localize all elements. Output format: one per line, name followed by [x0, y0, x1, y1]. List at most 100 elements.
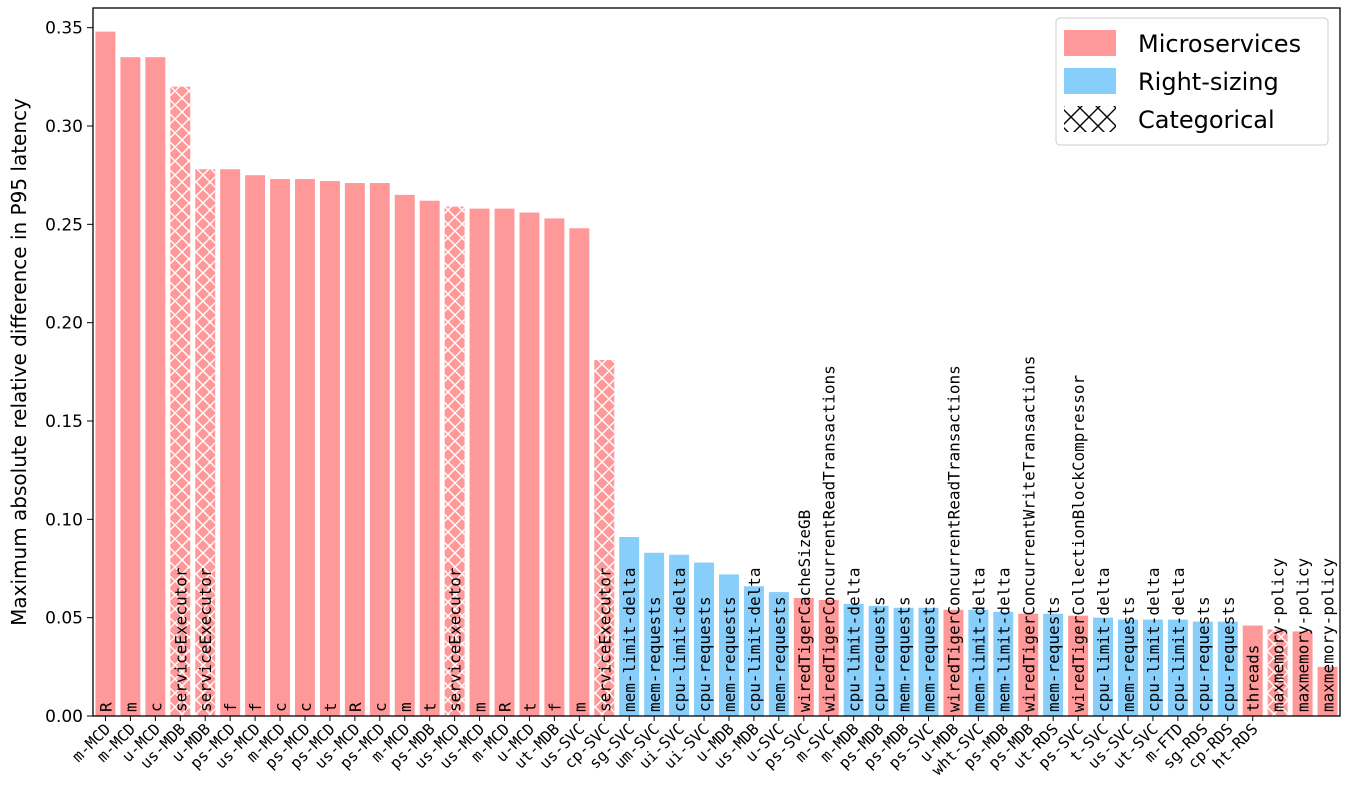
bar-hatch: [195, 169, 216, 716]
bar: [145, 57, 166, 717]
bar-label: mem-limit-delta: [994, 567, 1013, 712]
legend: Microservices Right-sizing Categorical: [1055, 17, 1329, 146]
bar-label: c: [146, 702, 165, 712]
legend-swatch-categorical: [1064, 106, 1116, 132]
bar: [95, 31, 116, 717]
bar: [993, 611, 1014, 716]
bar-hatch: [170, 86, 191, 717]
bar: [943, 609, 964, 716]
bar: [344, 183, 365, 716]
bar: [793, 598, 814, 716]
bar-label: wiredTigerConcurrentReadTransactions: [820, 365, 839, 712]
legend-label: Categorical: [1138, 106, 1275, 134]
bars-group: [95, 31, 1338, 717]
bar: [1043, 613, 1064, 716]
y-tick-label: 0.30: [45, 117, 83, 137]
bar: [369, 183, 390, 716]
bar-label: c: [371, 702, 390, 712]
y-tick-label: 0.00: [45, 707, 83, 727]
bar: [868, 605, 889, 716]
bar-label: f: [246, 702, 265, 712]
bar: [295, 179, 315, 717]
bar-label: c: [296, 702, 315, 712]
bar-label: wiredTigerConcurrentWriteTransactions: [1019, 356, 1038, 712]
bar-label: mem-limit-delta: [620, 568, 639, 713]
bar: [270, 179, 291, 717]
bar-hatch: [1267, 629, 1288, 716]
bar-label: cpu-requests: [695, 596, 714, 712]
bar-label: wiredTigerCollectionBlockCompressor: [1069, 374, 1088, 712]
bar-label: R: [496, 702, 515, 712]
bar-label: cpu-requests: [870, 596, 889, 712]
bar: [569, 228, 590, 716]
bar-label: maxmemory-policy: [1319, 558, 1338, 712]
bar: [669, 554, 690, 716]
y-axis-label: Maximum absolute relative difference in …: [7, 98, 31, 626]
bar-label: m: [396, 702, 415, 712]
bar-label: mem-requests: [645, 596, 664, 712]
bar-label: cpu-limit-delta: [1169, 568, 1188, 713]
bar-label: mem-requests: [919, 596, 938, 712]
bar: [619, 537, 640, 716]
bar: [818, 599, 839, 716]
bar-label: mem-requests: [770, 596, 789, 712]
bar: [1242, 625, 1263, 716]
y-tick-label: 0.05: [45, 609, 83, 629]
bar-label: serviceExecutor: [446, 567, 465, 712]
bar-label: mem-requests: [720, 596, 739, 712]
y-axis: 0.00 0.05 0.10 0.15 0.20 0.25 0.30 0.35: [45, 19, 93, 727]
bar: [893, 607, 914, 716]
bar: [768, 592, 789, 716]
bar: [968, 609, 989, 716]
bar-label: cpu-limit-delta: [1144, 568, 1163, 713]
bar-label: m: [121, 702, 140, 712]
bar: [1167, 619, 1188, 716]
bar: [394, 194, 415, 716]
bar-hatch: [594, 360, 615, 716]
y-tick-label: 0.25: [45, 215, 83, 235]
bar: [1018, 613, 1039, 716]
bar-label: serviceExecutor: [595, 567, 614, 712]
bar-label: f: [221, 702, 240, 712]
bar: [519, 212, 540, 716]
bar: [1093, 617, 1114, 716]
bar: [544, 218, 565, 716]
bar: [1118, 619, 1138, 716]
legend-swatch-right: [1064, 68, 1116, 94]
bar-label: cpu-limit-delta: [745, 568, 764, 713]
bar: [1292, 631, 1313, 716]
bar: [469, 208, 490, 716]
y-tick-label: 0.10: [45, 510, 83, 530]
bar-label: wiredTigerConcurrentReadTransactions: [944, 365, 963, 712]
legend-swatch-micro: [1064, 30, 1116, 56]
bar: [1192, 621, 1213, 716]
bar-label: m: [471, 702, 490, 712]
bar-label: maxmemory-policy: [1294, 558, 1313, 712]
bar: [494, 208, 515, 716]
bar: [220, 169, 241, 716]
bar: [1068, 615, 1089, 716]
bar: [718, 574, 739, 716]
bar-label: t: [421, 702, 440, 712]
bar: [1217, 621, 1238, 716]
bar-label: cpu-limit-delta: [670, 568, 689, 713]
bar-label: mem-requests: [1119, 596, 1138, 712]
legend-box: [1055, 17, 1329, 146]
bar: [644, 552, 665, 716]
bar-label: cpu-requests: [1194, 596, 1213, 712]
bar-label: serviceExecutor: [171, 567, 190, 712]
y-tick-label: 0.20: [45, 314, 83, 334]
bar: [120, 57, 141, 717]
bar-label: t: [321, 702, 340, 712]
bar-label: threads: [1244, 645, 1263, 712]
bar: [245, 175, 266, 717]
bar-hatch: [444, 206, 465, 716]
bar-label: mem-requests: [1044, 596, 1063, 712]
plot-frame: [92, 7, 1341, 717]
bar-label: c: [271, 702, 290, 712]
bar: [319, 181, 340, 716]
y-tick-label: 0.15: [45, 412, 83, 432]
bar: [843, 603, 864, 716]
